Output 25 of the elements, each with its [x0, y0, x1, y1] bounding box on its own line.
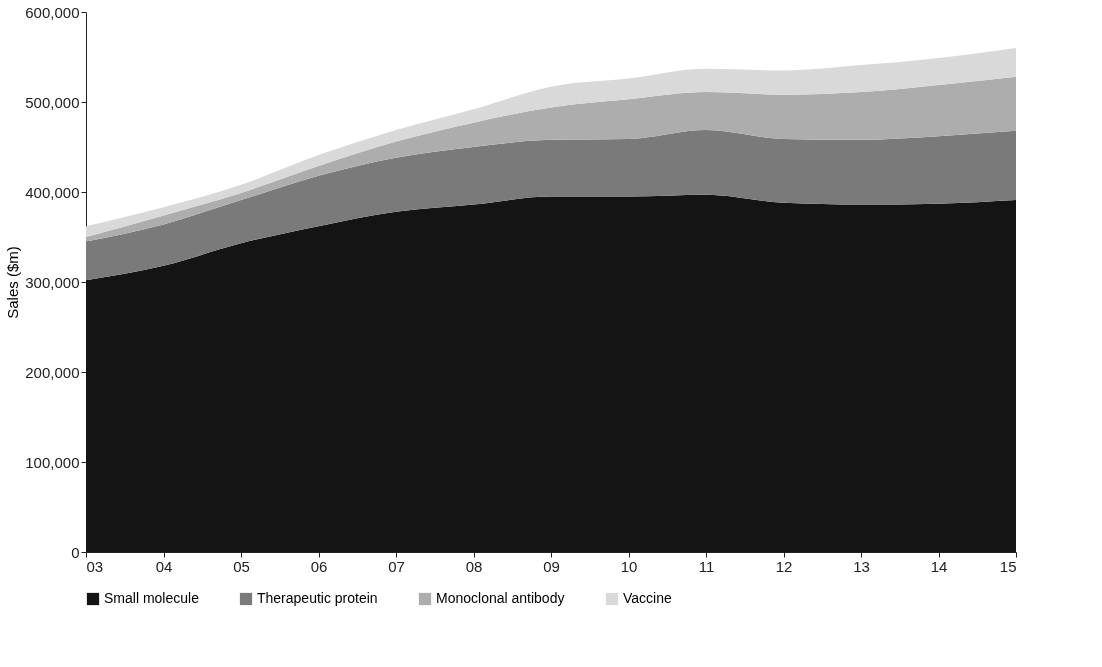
x-tick-label: 06 — [310, 557, 328, 575]
y-tick-label: 500,000 — [25, 93, 80, 111]
x-tick-label: 07 — [388, 557, 405, 575]
x-tick-label: 10 — [620, 557, 638, 575]
y-tick-label: 0 — [71, 543, 80, 561]
x-tick-label: 03 — [86, 557, 104, 575]
x-tick-label: 13 — [853, 557, 870, 575]
x-tick-label: 15 — [999, 557, 1017, 575]
legend-label: Therapeutic protein — [257, 590, 378, 606]
x-tick-label: 12 — [775, 557, 793, 575]
x-tick-label: 05 — [233, 557, 250, 575]
y-tick-label: 300,000 — [25, 273, 80, 291]
x-tick-label: 14 — [930, 557, 948, 575]
legend-label: Monoclonal antibody — [436, 590, 565, 606]
x-tick-label: 08 — [465, 557, 483, 575]
y-tick-label: 600,000 — [25, 3, 80, 21]
y-axis-title: Sales ($m) — [4, 246, 22, 319]
x-tick-label: 11 — [698, 557, 715, 575]
legend-label: Small molecule — [104, 590, 200, 606]
y-tick-label: 100,000 — [25, 453, 80, 471]
y-tick-label: 200,000 — [25, 363, 80, 381]
x-tick-label: 04 — [155, 557, 173, 575]
legend-label: Vaccine — [623, 590, 672, 606]
x-tick-label: 09 — [543, 557, 560, 575]
y-tick-label: 400,000 — [25, 183, 80, 201]
